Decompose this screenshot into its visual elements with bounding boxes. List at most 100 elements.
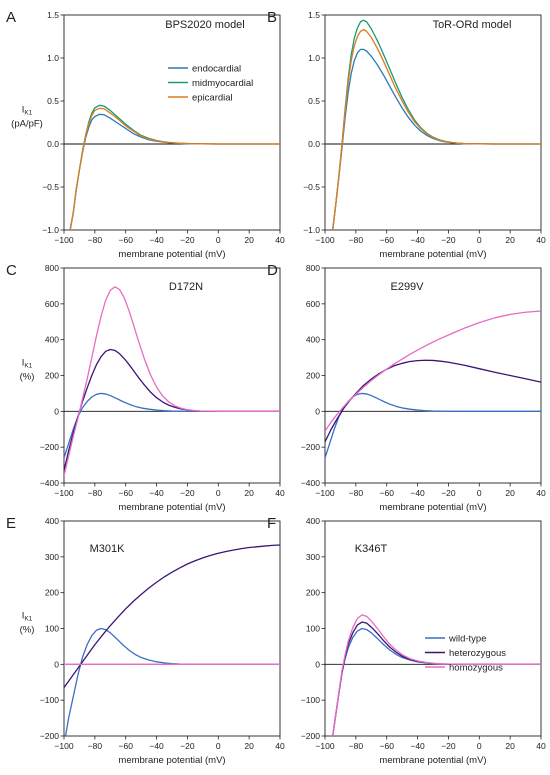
y-tick-label: 0	[315, 406, 320, 416]
y-label-symbol: I	[22, 611, 25, 622]
series-line-homozygous	[332, 614, 541, 736]
x-tick-label: −60	[119, 741, 134, 751]
series-line-midmyocardial	[69, 104, 280, 230]
y-tick-label: 0.5	[47, 96, 59, 106]
y-tick-label: 300	[45, 552, 59, 562]
x-tick-label: 20	[244, 235, 254, 245]
y-tick-label: −100	[40, 695, 59, 705]
x-tick-label: −40	[410, 741, 425, 751]
series-line-wild-type	[332, 627, 541, 736]
series-line-homozygous	[64, 286, 280, 476]
y-tick-label: −0.5	[303, 182, 320, 192]
panel-letter: F	[267, 515, 276, 532]
x-tick-label: 40	[536, 741, 546, 751]
x-tick-label: −40	[410, 488, 425, 498]
panel-letter: D	[267, 262, 278, 279]
x-axis-label: membrane potential (mV)	[379, 502, 486, 513]
panel-A: −100 −80 −60 −40 −20 0 20 40 −1.0 −0.5 0.0 0.5 1.0 1.…	[6, 9, 285, 260]
series-line-wild-type	[64, 392, 280, 459]
y-label-unit: (%)	[20, 372, 35, 383]
y-tick-label: 800	[45, 263, 59, 273]
x-tick-label: −20	[441, 488, 456, 498]
x-tick-label: −20	[180, 488, 195, 498]
series-group	[332, 19, 541, 230]
series-line-wild-type	[64, 627, 280, 736]
series-group	[69, 104, 280, 230]
panel-letter: B	[267, 9, 277, 26]
chart-title: E299V	[390, 281, 424, 293]
x-tick-label: −60	[380, 741, 395, 751]
x-tick-label: −80	[349, 235, 364, 245]
legend-label: epicardial	[192, 93, 233, 104]
series-group	[325, 310, 541, 459]
x-axis-label: membrane potential (mV)	[118, 249, 225, 260]
x-tick-label: −100	[315, 741, 334, 751]
series-group	[64, 544, 280, 736]
panel-letter: E	[6, 515, 16, 532]
x-tick-label: 20	[505, 488, 515, 498]
series-line-endocardial	[69, 113, 280, 230]
x-tick-label: −100	[54, 488, 73, 498]
y-label-subscript: K1	[24, 363, 32, 370]
y-axis-label: IK1 (pA/pF)	[11, 105, 43, 130]
x-tick-label: −60	[119, 235, 134, 245]
legend-label: heterozygous	[449, 648, 506, 659]
y-tick-label: 0.0	[47, 139, 59, 149]
x-tick-label: 0	[477, 235, 482, 245]
y-label-unit: (%)	[20, 625, 35, 636]
y-tick-label: −100	[301, 695, 320, 705]
y-tick-label: −0.5	[42, 182, 59, 192]
chart-title: D172N	[169, 281, 203, 293]
y-tick-label: −200	[301, 442, 320, 452]
y-tick-label: 400	[306, 335, 320, 345]
series-line-wild-type	[325, 392, 541, 459]
x-tick-label: −80	[349, 488, 364, 498]
x-tick-label: −100	[54, 235, 73, 245]
x-tick-label: 0	[477, 741, 482, 751]
x-tick-label: −40	[149, 741, 164, 751]
x-tick-label: −40	[410, 235, 425, 245]
x-axis-label: membrane potential (mV)	[379, 249, 486, 260]
x-tick-label: −80	[349, 741, 364, 751]
y-tick-label: −400	[301, 478, 320, 488]
x-tick-label: 40	[275, 741, 285, 751]
y-tick-label: −1.0	[303, 225, 320, 235]
x-tick-label: −20	[180, 741, 195, 751]
y-tick-label: 100	[45, 624, 59, 634]
y-tick-label: 400	[45, 516, 59, 526]
x-tick-label: 40	[536, 235, 546, 245]
plot-frame	[63, 267, 281, 484]
x-tick-label: −80	[88, 235, 103, 245]
series-line-heterozygous	[332, 621, 541, 736]
x-tick-label: 40	[536, 488, 546, 498]
y-tick-label: 600	[45, 299, 59, 309]
plot-frame	[63, 14, 281, 231]
panel-C: −100 −80 −60 −40 −20 0 20 40−400−20002004006008…	[6, 262, 285, 513]
series-line-heterozygous	[64, 348, 280, 471]
panel-B: −100 −80 −60 −40 −20 0 20 40 −1.0 −0.5 0.0 0.5 1.0 1.…	[267, 9, 546, 260]
y-axis-label: IK1 (%)	[20, 611, 35, 636]
y-tick-label: 400	[45, 335, 59, 345]
x-tick-label: 20	[505, 741, 515, 751]
panel-letter: C	[6, 262, 17, 279]
y-tick-label: −1.0	[42, 225, 59, 235]
y-tick-label: 800	[306, 263, 320, 273]
x-tick-label: −80	[88, 488, 103, 498]
y-tick-label: 0	[315, 659, 320, 669]
panel-D: −100 −80 −60 −40 −20 0 20 40−400−20002004006008…	[267, 262, 546, 513]
legend-label: wild-type	[448, 634, 487, 645]
chart-title: M301K	[90, 543, 126, 555]
y-tick-label: 0	[54, 659, 59, 669]
y-tick-label: 1.5	[47, 10, 59, 20]
y-label-unit: (pA/pF)	[11, 119, 43, 130]
x-tick-label: −60	[380, 235, 395, 245]
x-axis-label: membrane potential (mV)	[379, 755, 486, 766]
series-line-heterozygous	[64, 544, 280, 689]
y-label-subscript: K1	[24, 110, 32, 117]
series-line-epicardial	[332, 28, 541, 230]
y-tick-label: 600	[306, 299, 320, 309]
y-label-subscript: K1	[24, 616, 32, 623]
series-group	[332, 614, 541, 736]
y-tick-label: 0.5	[308, 96, 320, 106]
